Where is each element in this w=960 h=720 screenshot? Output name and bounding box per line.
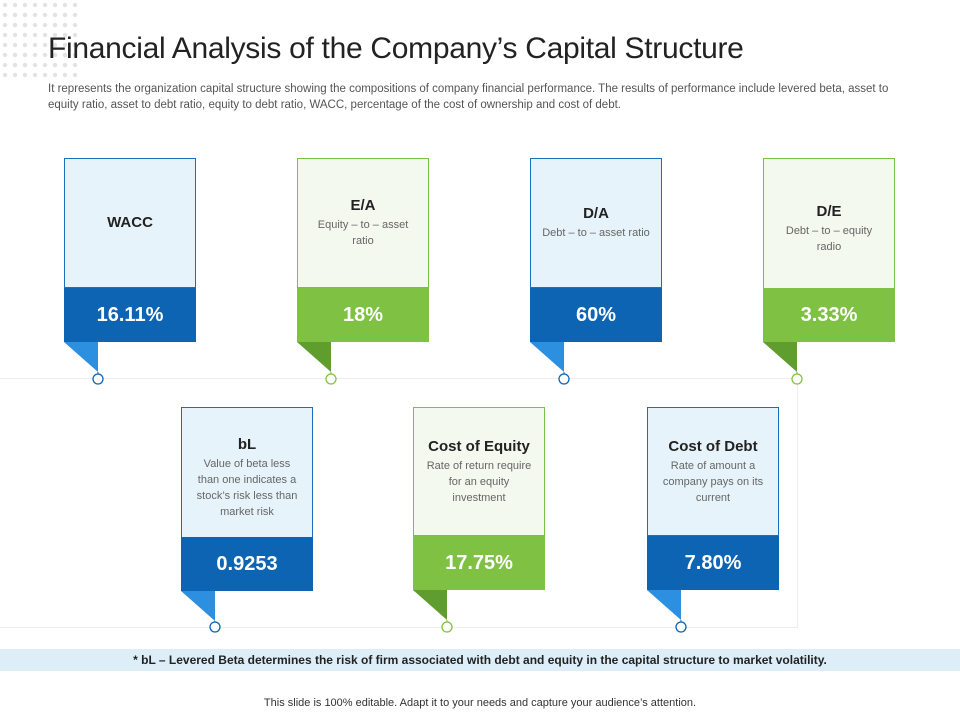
card-header: D/E Debt – to – equity radio [763,158,895,300]
card-header: E/A Equity – to – asset ratio [297,158,429,288]
card-value: 0.9253 [181,537,313,591]
card-tail [647,590,687,633]
slide-title: Financial Analysis of the Company’s Capi… [48,32,744,65]
card-label: Cost of Debt [668,437,758,455]
card-value: 16.11% [64,288,196,342]
card-description: Rate of amount a company pays on its cur… [662,459,764,504]
fold-triangle [530,342,564,372]
card-label: D/A [583,205,609,222]
fold-triangle [297,342,331,372]
card-description: Value of beta less than one indicates a … [196,458,298,518]
connector-dot [92,373,104,385]
lower-row-frame [0,378,798,628]
fold-triangle [64,342,98,372]
card-header: Cost of Debt Rate of amount a company pay… [647,407,779,536]
card-label: D/E [816,203,842,220]
card-description: Debt – to – equity radio [785,225,873,253]
footnote-text: * bL – Levered Beta determines the risk … [133,653,827,667]
slide-subtitle: It represents the organization capital s… [48,83,889,111]
card-description: Equity – to – asset ratio [317,219,409,247]
connector-dot [209,621,221,633]
footer-text: This slide is 100% editable. Adapt it to… [263,697,697,709]
connector-dot [791,373,803,385]
decorative-dot-pattern [0,0,80,80]
card-value: 18% [297,288,429,342]
connector-dot [675,621,687,633]
fold-triangle [647,590,681,620]
card-tail [413,590,453,633]
fold-triangle [181,591,215,621]
card-header: D/A Debt – to – asset ratio [530,158,662,288]
card-tail [530,342,570,385]
card-value: 3.33% [763,288,895,342]
card-tail [181,591,221,633]
footnote-bar: * bL – Levered Beta determines the risk … [0,649,960,671]
card-label: E/A [350,197,376,214]
card-header: bL Value of beta less than one indicates … [181,407,313,549]
card-description: Debt – to – asset ratio [542,227,650,239]
connector-dot [558,373,570,385]
card-label: bL [237,436,257,453]
card-value: 17.75% [413,536,545,590]
card-description: Rate of return require for an equity inv… [426,459,532,504]
connector-dot [441,621,453,633]
card-tail [64,342,104,385]
connector-dot [325,373,337,385]
fold-triangle [763,342,797,372]
card-value: 7.80% [647,536,779,590]
card-tail [763,342,803,385]
card-header: WACC [64,158,196,288]
card-label: Cost of Equity [428,437,530,455]
card-header: Cost of Equity Rate of return require for… [413,407,545,536]
fold-triangle [413,590,447,620]
card-label: WACC [107,214,153,231]
card-tail [297,342,337,385]
card-value: 60% [530,288,662,342]
